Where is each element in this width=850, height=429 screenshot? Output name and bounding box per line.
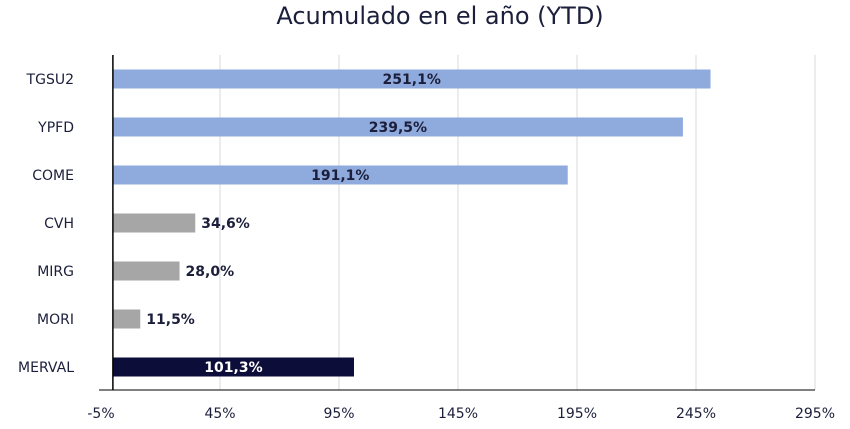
- category-label: MORI: [37, 312, 74, 328]
- bar-cvh: [112, 213, 196, 233]
- x-tick-label: 245%: [676, 406, 716, 422]
- data-label: 191,1%: [311, 168, 369, 184]
- bar-come: [112, 165, 568, 185]
- chart-title: Acumulado en el año (YTD): [276, 2, 604, 30]
- bar-merval: [112, 357, 354, 377]
- data-label: 11,5%: [146, 312, 195, 328]
- x-tick-label: 195%: [557, 406, 597, 422]
- data-label: 28,0%: [186, 264, 235, 280]
- category-label: CVH: [44, 216, 74, 232]
- bar-tgsu2: [112, 69, 711, 89]
- bar-mirg: [112, 261, 180, 281]
- x-tick-label: 145%: [438, 406, 478, 422]
- x-tick-label: 95%: [323, 406, 354, 422]
- x-tick-label: 45%: [204, 406, 235, 422]
- data-label: 34,6%: [201, 216, 250, 232]
- data-label: 251,1%: [383, 72, 441, 88]
- category-label: COME: [32, 168, 74, 184]
- bar-mori: [112, 309, 141, 329]
- category-label: TGSU2: [26, 72, 74, 88]
- x-tick-label: 295%: [795, 406, 835, 422]
- data-label: 101,3%: [204, 360, 262, 376]
- category-label: MERVAL: [18, 360, 74, 376]
- x-tick-label: -5%: [87, 406, 114, 422]
- bar-ypfd: [112, 117, 683, 137]
- category-label: MIRG: [37, 264, 74, 280]
- data-label: 239,5%: [369, 120, 427, 136]
- category-label: YPFD: [37, 120, 74, 136]
